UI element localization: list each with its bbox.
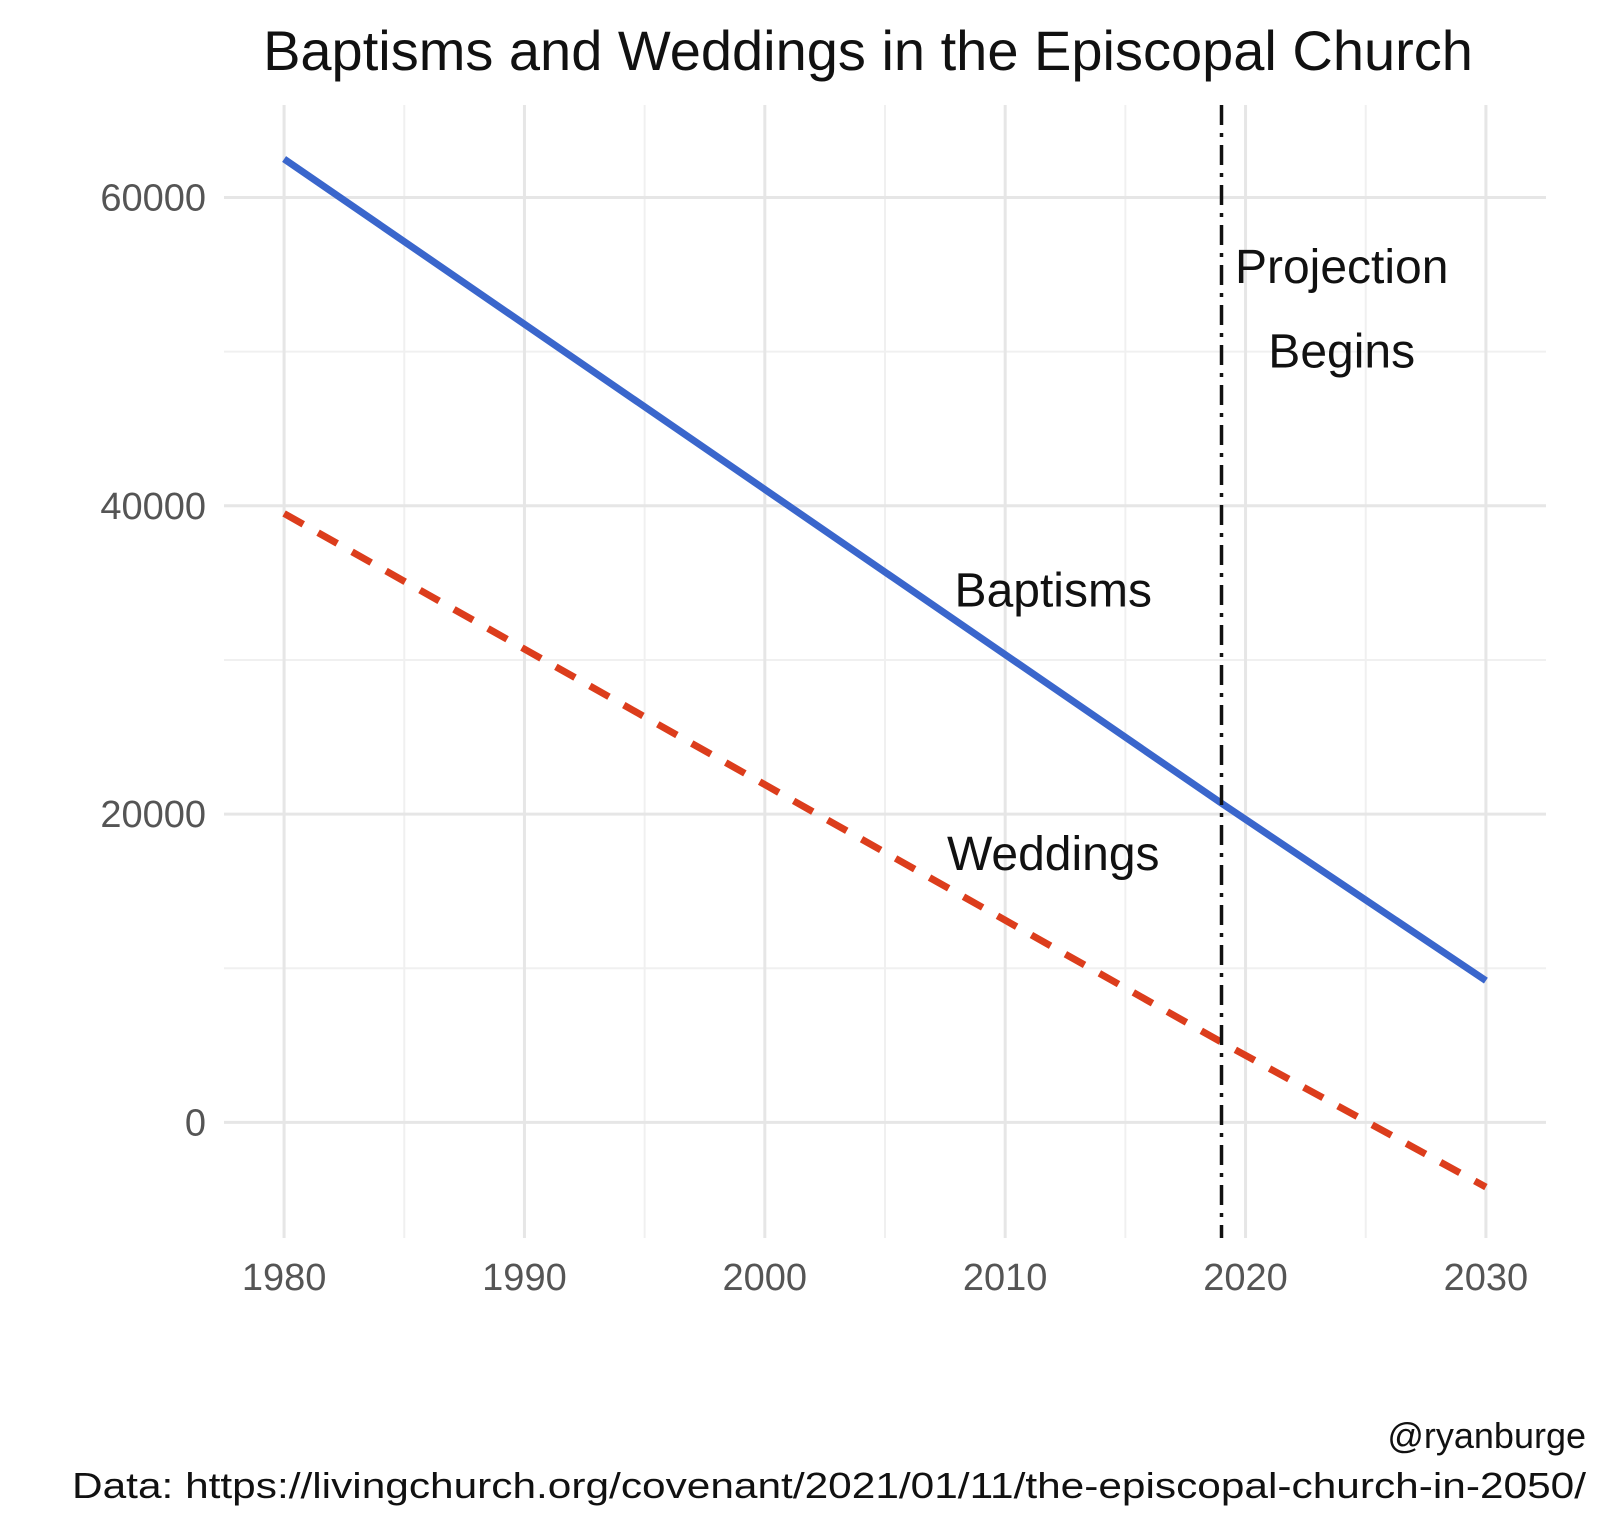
y-tick-label: 60000	[100, 177, 206, 219]
x-tick-label: 1980	[242, 1257, 327, 1299]
y-tick-label: 0	[185, 1102, 206, 1144]
y-axis-ticks: 0 20000 40000 60000	[100, 177, 206, 1144]
caption-source: Data: https://livingchurch.org/covenant/…	[72, 1465, 1586, 1506]
x-axis-ticks: 1980 1990 2000 2010 2020 2030	[242, 1257, 1528, 1299]
x-tick-label: 2030	[1444, 1257, 1529, 1299]
caption-author: @ryanburge	[1387, 1415, 1586, 1456]
chart-title: Baptisms and Weddings in the Episcopal C…	[263, 19, 1473, 82]
annotation-label: Begins	[1268, 326, 1415, 379]
annotation-label: Baptisms	[955, 565, 1152, 618]
minor-gridlines	[224, 105, 1546, 1238]
y-tick-label: 20000	[100, 794, 206, 836]
x-tick-label: 2020	[1203, 1257, 1288, 1299]
annotation-label: Weddings	[947, 828, 1160, 881]
major-gridlines	[224, 105, 1546, 1238]
y-tick-label: 40000	[100, 486, 206, 528]
annotation-label: Projection	[1235, 241, 1448, 294]
x-tick-label: 2010	[963, 1257, 1048, 1299]
x-tick-label: 1990	[482, 1257, 567, 1299]
series-line-weddings	[282, 510, 1488, 1191]
x-tick-label: 2000	[723, 1257, 808, 1299]
annotations: Projection Begins Baptisms Weddings	[947, 241, 1448, 881]
